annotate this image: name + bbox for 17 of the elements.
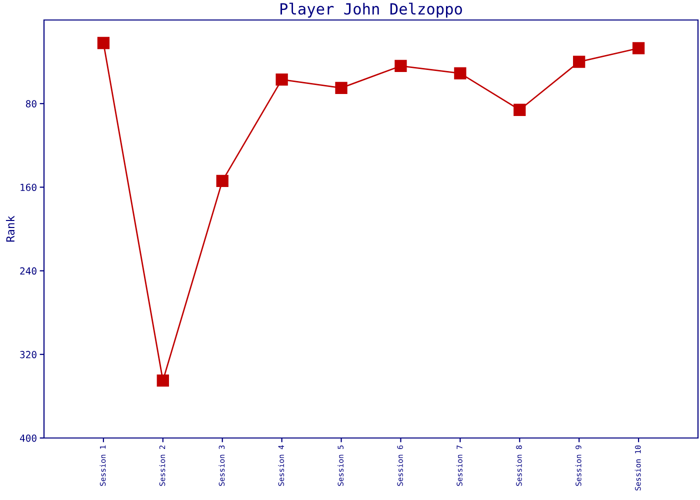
point (216, 174, 228, 188)
point (97, 36, 110, 50)
y-tick-label: 80 (26, 100, 36, 108)
y-axis-title: Rank (6, 216, 15, 242)
point (573, 56, 586, 68)
point (394, 60, 407, 72)
chart-title: Player John Delzoppo (280, 2, 462, 18)
y-tick-label: 400 (20, 434, 36, 442)
point (632, 42, 645, 54)
y-tick-label: 160 (20, 184, 36, 192)
point (335, 82, 348, 94)
point (276, 73, 288, 86)
point (454, 67, 466, 80)
point (156, 374, 169, 387)
y-tick-label: 320 (20, 350, 36, 358)
y-tick-label: 240 (20, 267, 36, 275)
point (514, 104, 526, 116)
